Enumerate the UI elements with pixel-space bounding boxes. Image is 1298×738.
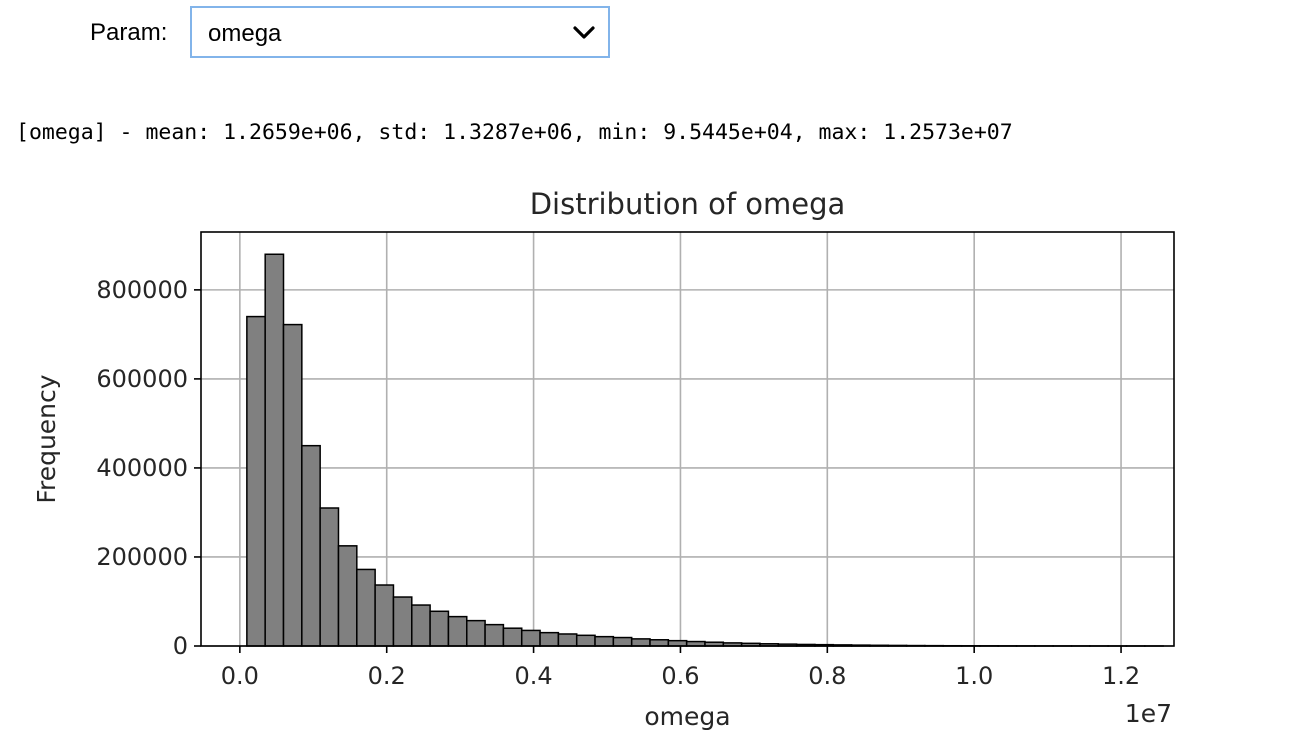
- histogram-bar-23: [667, 639, 688, 647]
- histogram-bar-19: [594, 635, 615, 647]
- x-axis-label: omega: [644, 702, 730, 731]
- x-tick-label-5: 1.0: [955, 662, 993, 690]
- histogram-bar-17: [557, 633, 578, 647]
- histogram-bar-5: [337, 545, 358, 647]
- chevron-down-icon: [573, 26, 595, 39]
- axis-ticks: 0.0 0.2 0.4 0.6 0.8 1.0 1.2 0 200000 400000 600000…: [96, 276, 1140, 690]
- x-tick-label-2: 0.4: [514, 662, 552, 690]
- histogram-bar-20: [612, 636, 633, 647]
- stats-summary: [omega] - mean: 1.2659e+06, std: 1.3287e…: [16, 120, 1013, 145]
- histogram-bar-0: [246, 315, 266, 647]
- histogram-bar-11: [447, 615, 468, 647]
- histogram-bar-13: [484, 623, 505, 647]
- y-tick-label-3: 600000: [96, 365, 188, 393]
- y-tick-label-2: 400000: [96, 454, 188, 482]
- histogram-bar-22: [649, 639, 670, 647]
- histogram-bar-9: [411, 604, 431, 647]
- x-tick-label-6: 1.2: [1102, 662, 1140, 690]
- histogram-chart: 0.0 0.2 0.4 0.6 0.8 1.0 1.2 0 200000 400000 600000…: [32, 187, 1175, 731]
- y-axis-label: Frequency: [32, 374, 61, 503]
- x-tick-label-0: 0.0: [221, 662, 259, 690]
- histogram-bar-8: [392, 596, 413, 647]
- y-tick-label-0: 0: [173, 632, 188, 660]
- histogram-bar-10: [429, 610, 450, 647]
- y-tick-label-1: 200000: [96, 543, 188, 571]
- x-axis-offset-label: 1e7: [1125, 699, 1172, 728]
- grid-lines: [201, 232, 1174, 647]
- histogram-bar-15: [520, 629, 541, 647]
- y-tick-label-4: 800000: [96, 276, 188, 304]
- param-dropdown-value: omega: [208, 20, 282, 47]
- param-selector-row: Param: omega: [0, 6, 620, 60]
- x-tick-label-1: 0.2: [368, 662, 406, 690]
- param-dropdown[interactable]: omega: [190, 6, 610, 58]
- chart-title: Distribution of omega: [530, 187, 846, 221]
- histogram-bar-21: [630, 638, 651, 647]
- histogram-bar-12: [466, 619, 486, 647]
- histogram-bar-4: [319, 507, 340, 647]
- histogram-bar-7: [374, 584, 395, 647]
- histogram-bars: [246, 253, 1164, 647]
- x-tick-label-3: 0.6: [661, 662, 699, 690]
- histogram-bar-1: [264, 253, 285, 647]
- x-tick-label-4: 0.8: [808, 662, 846, 690]
- histogram-bar-16: [539, 631, 560, 647]
- histogram-bar-6: [356, 568, 376, 647]
- axes-frame: [200, 231, 1175, 647]
- histogram-bar-3: [301, 444, 321, 647]
- histogram-bar-2: [282, 323, 303, 647]
- histogram-bar-18: [575, 634, 596, 647]
- param-label: Param:: [90, 19, 168, 46]
- histogram-bar-14: [502, 627, 523, 647]
